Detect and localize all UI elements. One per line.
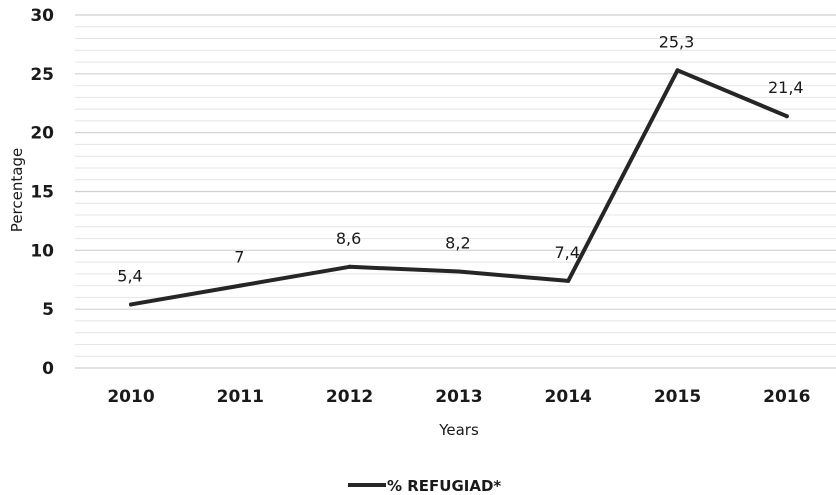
y-tick-label: 20: [30, 124, 54, 144]
data-point: [784, 114, 789, 119]
x-tick-label: 2012: [326, 387, 373, 407]
x-tick-label: 2014: [545, 387, 592, 407]
legend-label: % REFUGIAD*: [387, 477, 501, 495]
series-line: [129, 68, 789, 307]
data-point: [566, 278, 571, 283]
data-point: [675, 68, 680, 73]
legend: % REFUGIAD*: [348, 477, 501, 495]
y-tick-label: 10: [30, 241, 54, 261]
data-label: 7,4: [554, 243, 579, 262]
data-point: [347, 264, 352, 269]
data-point: [456, 269, 461, 274]
x-axis-title: Years: [438, 421, 479, 439]
y-axis-ticks: 0 5 10 15 20 25 30: [30, 6, 54, 379]
data-label: 8,6: [336, 229, 361, 248]
data-point: [238, 283, 243, 288]
data-label: 25,3: [659, 32, 695, 51]
y-tick-label: 30: [30, 6, 54, 26]
data-labels: 5,4 7 8,6 8,2 7,4 25,3 21,4: [117, 32, 803, 285]
y-tick-label: 15: [30, 183, 54, 203]
y-tick-label: 25: [30, 65, 54, 85]
gridlines: [75, 14, 836, 369]
y-axis-title: Percentage: [8, 148, 26, 232]
series-group: [129, 68, 789, 307]
data-label: 8,2: [445, 234, 470, 253]
data-label: 5,4: [117, 266, 142, 285]
x-tick-label: 2010: [107, 387, 154, 407]
data-point: [129, 302, 133, 307]
x-tick-label: 2015: [654, 387, 701, 407]
x-tick-label: 2011: [217, 387, 264, 407]
x-tick-label: 2016: [763, 387, 810, 407]
x-tick-label: 2013: [435, 387, 482, 407]
data-label: 21,4: [768, 78, 804, 97]
x-axis-ticks: 2010 2011 2012 2013 2014 2015 2016: [107, 387, 810, 407]
y-tick-label: 5: [42, 300, 54, 320]
y-tick-label: 0: [42, 359, 54, 379]
data-label: 7: [234, 248, 244, 267]
